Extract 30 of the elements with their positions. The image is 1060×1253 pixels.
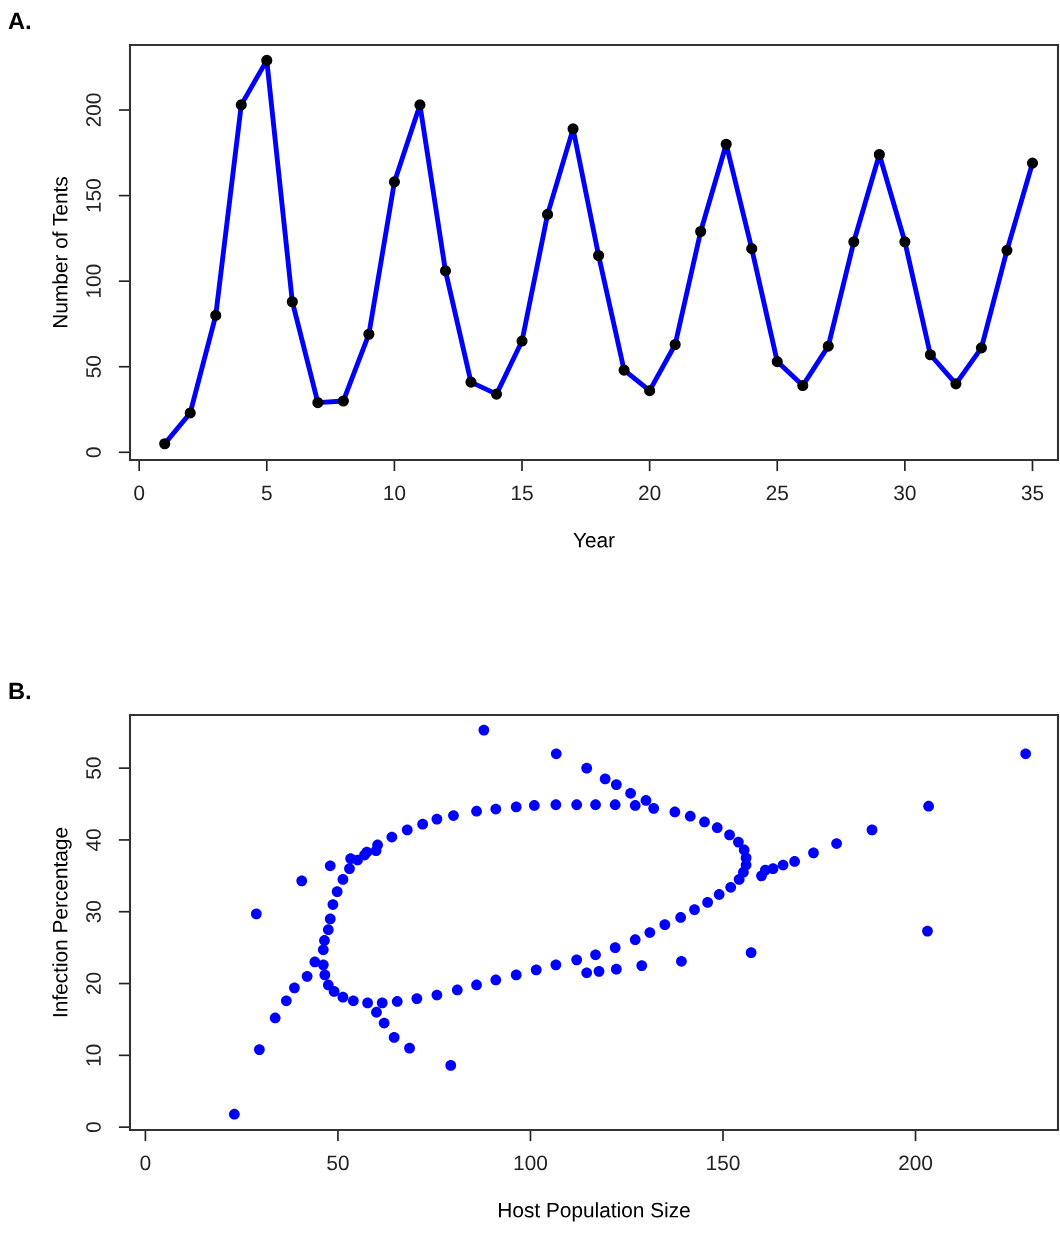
x-tick-label: 0 [140, 1155, 151, 1171]
chart-title: A. [8, 12, 30, 30]
x-tick-label: 10 [384, 485, 406, 501]
chart-title: B. [9, 682, 30, 700]
x-tick-label: 5 [261, 485, 272, 501]
x-tick-label: 100 [514, 1155, 548, 1171]
x-tick-label: 30 [894, 485, 916, 501]
x-tick-label: 15 [512, 485, 533, 501]
x-tick-label: 20 [639, 485, 661, 501]
x-tick-label: 35 [1021, 485, 1044, 501]
y-tick-label: 0 [86, 1122, 101, 1133]
y-tick-label: 20 [86, 972, 101, 995]
y-tick-label: 150 [86, 179, 101, 212]
x-tick-label: 25 [766, 485, 788, 501]
x-tick-label: 150 [707, 1155, 740, 1171]
y-axis-title: Infection Percentage [52, 827, 72, 1017]
y-tick-label: 40 [86, 829, 101, 852]
x-tick-label: 50 [327, 1155, 349, 1171]
x-axis-title: Year [573, 532, 615, 548]
y-tick-label: 0 [86, 447, 101, 458]
y-tick-label: 200 [86, 93, 101, 127]
y-tick-label: 50 [86, 757, 101, 779]
y-tick-label: 100 [86, 264, 101, 297]
x-tick-label: 0 [134, 485, 145, 501]
x-axis-title: Host Population Size [499, 1202, 690, 1222]
y-tick-label: 50 [86, 355, 101, 378]
y-axis-title: Number of Tents [52, 177, 68, 328]
x-tick-label: 200 [899, 1155, 933, 1171]
y-tick-label: 10 [86, 1044, 101, 1066]
y-tick-label: 30 [86, 900, 101, 923]
